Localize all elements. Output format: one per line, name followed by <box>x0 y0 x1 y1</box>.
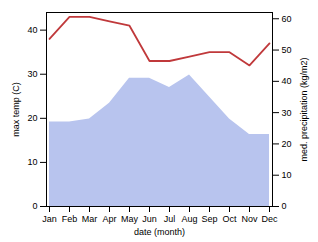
svg-text:max temp (C): max temp (C) <box>11 82 21 137</box>
svg-text:date (month): date (month) <box>134 227 185 237</box>
svg-text:Oct: Oct <box>222 214 237 224</box>
svg-text:20: 20 <box>282 139 292 149</box>
svg-text:10: 10 <box>282 170 292 180</box>
svg-text:Feb: Feb <box>62 214 78 224</box>
svg-text:Nov: Nov <box>241 214 258 224</box>
svg-text:Dec: Dec <box>261 214 278 224</box>
svg-text:40: 40 <box>27 25 37 35</box>
svg-text:60: 60 <box>282 14 292 24</box>
svg-text:30: 30 <box>27 69 37 79</box>
svg-text:Jul: Jul <box>164 214 176 224</box>
svg-text:Jan: Jan <box>42 214 57 224</box>
svg-text:40: 40 <box>282 76 292 86</box>
svg-text:0: 0 <box>32 201 37 211</box>
svg-text:Apr: Apr <box>102 214 116 224</box>
svg-text:20: 20 <box>27 113 37 123</box>
svg-text:med. precipitation (kg/m2): med. precipitation (kg/m2) <box>299 57 309 161</box>
svg-text:May: May <box>121 214 139 224</box>
svg-text:50: 50 <box>282 45 292 55</box>
svg-text:Mar: Mar <box>82 214 98 224</box>
svg-text:Jun: Jun <box>142 214 157 224</box>
svg-text:10: 10 <box>27 157 37 167</box>
svg-text:Aug: Aug <box>181 214 197 224</box>
svg-text:Sep: Sep <box>201 214 217 224</box>
svg-text:0: 0 <box>282 201 287 211</box>
svg-text:30: 30 <box>282 108 292 118</box>
